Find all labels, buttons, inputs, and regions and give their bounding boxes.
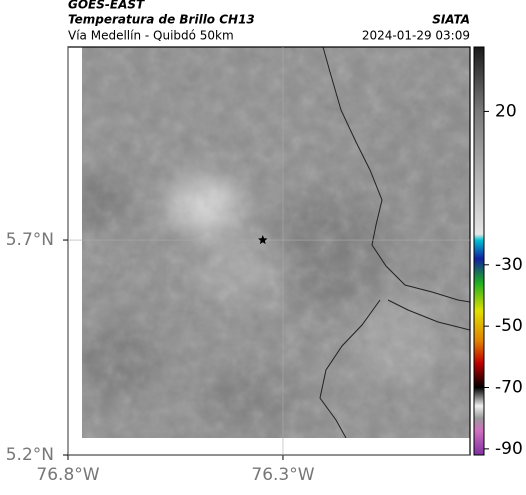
colorbar-tick-label: -30: [495, 255, 523, 275]
colorbar-tick-label: 20: [495, 101, 517, 121]
source: SIATA: [432, 13, 470, 27]
location-marker: [258, 235, 268, 245]
timestamp: 2024-01-29 03:09: [362, 29, 470, 43]
caption: Vía Medellín - Quibdó 50km: [68, 29, 234, 43]
colorbar-tick-label: -50: [495, 316, 523, 336]
border-line: [319, 47, 470, 438]
x-tick-label: 76.8°W: [36, 465, 99, 485]
colorbar-tick-label: -70: [495, 378, 523, 398]
title: GOES-EAST: [68, 0, 145, 12]
colorbar: [473, 46, 485, 456]
x-tick-label: 76.3°W: [251, 465, 314, 485]
colorbar-tick-label: -90: [495, 439, 523, 459]
y-tick-label: 5.7°N: [6, 230, 54, 250]
subtitle: Temperatura de Brillo CH13: [68, 13, 255, 27]
y-tick-label: 5.2°N: [6, 445, 54, 465]
satellite-image: [82, 47, 470, 438]
